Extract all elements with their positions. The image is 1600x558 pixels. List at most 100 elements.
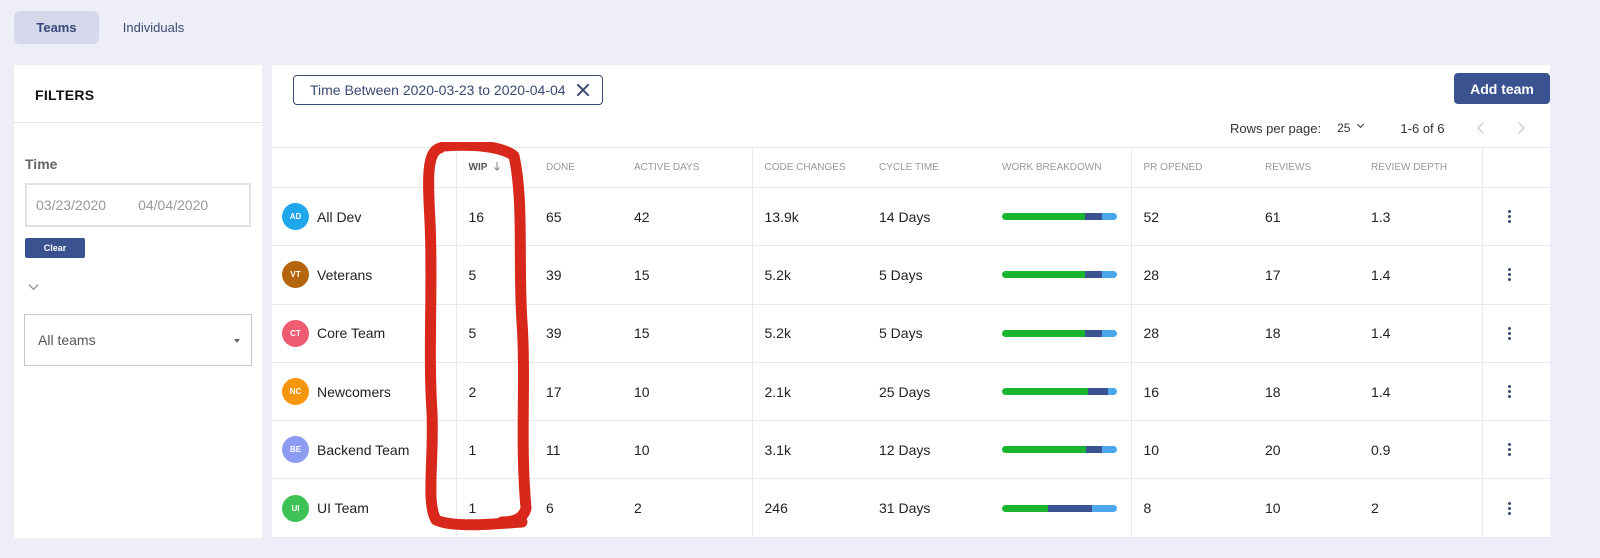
more-vert-icon[interactable] (1507, 326, 1511, 341)
breakdown-segment (1002, 271, 1085, 279)
code-changes-value: 2.1k (751, 362, 867, 422)
active-days-value: 15 (622, 304, 752, 363)
avatar: VT (282, 261, 309, 289)
close-icon[interactable] (576, 83, 590, 97)
col-done[interactable]: DONE (534, 147, 622, 188)
reviews-value: 18 (1253, 304, 1359, 363)
done-value: 6 (534, 478, 622, 538)
reviews-value: 18 (1253, 362, 1359, 422)
row-actions (1481, 245, 1550, 305)
breakdown-segment (1002, 446, 1086, 454)
breakdown-segment (1102, 271, 1117, 279)
code-changes-value: 13.9k (751, 187, 867, 247)
breakdown-segment (1048, 504, 1092, 512)
row-actions (1481, 420, 1550, 480)
work-breakdown-bar (990, 187, 1131, 247)
team-name[interactable]: Veterans (317, 266, 373, 283)
col-work-breakdown[interactable]: WORK BREAKDOWN (990, 147, 1131, 188)
col-code-changes[interactable]: CODE CHANGES (751, 147, 867, 188)
review-depth-value: 0.9 (1359, 420, 1482, 480)
more-vert-icon[interactable] (1507, 442, 1511, 457)
reviews-value: 20 (1253, 420, 1359, 480)
avatar: BE (282, 436, 309, 464)
col-wip[interactable]: WIP (455, 147, 534, 188)
table-row[interactable]: BE Backend Team 1 11 10 3.1k 12 Days 10 … (272, 420, 1550, 480)
team-cell[interactable]: CT Core Team (272, 304, 456, 363)
table-row[interactable]: AD All Dev 16 65 42 13.9k 14 Days 52 61 … (272, 187, 1550, 247)
more-vert-icon[interactable] (1507, 209, 1511, 224)
chip-label: Time Between 2020-03-23 to 2020-04-04 (310, 82, 566, 98)
cycle-time-value: 12 Days (867, 420, 990, 480)
code-changes-value: 5.2k (751, 304, 867, 363)
more-vert-icon[interactable] (1507, 501, 1511, 516)
tab-teams[interactable]: Teams (14, 11, 99, 44)
active-days-value: 10 (622, 420, 752, 480)
cycle-time-value: 14 Days (867, 187, 990, 247)
tab-individuals[interactable]: Individuals (122, 20, 185, 35)
work-breakdown-bar (990, 245, 1131, 305)
filters-title: FILTERS (14, 65, 262, 123)
reviews-value: 17 (1253, 245, 1359, 305)
table-row[interactable]: CT Core Team 5 39 15 5.2k 5 Days 28 18 1… (272, 304, 1550, 363)
time-filter-label: Time (25, 156, 58, 172)
active-days-value: 2 (622, 478, 752, 538)
cycle-time-value: 25 Days (867, 362, 990, 422)
pagination: Rows per page: 25 1-6 of 6 (1230, 120, 1525, 136)
clear-button[interactable]: Clear (25, 238, 85, 258)
more-vert-icon[interactable] (1507, 384, 1511, 399)
team-name[interactable]: Backend Team (317, 441, 410, 458)
chevron-down-icon[interactable] (28, 281, 39, 292)
done-value: 39 (534, 304, 622, 363)
team-name[interactable]: All Dev (317, 208, 362, 225)
pr-opened-value: 28 (1130, 304, 1253, 363)
chevron-right-icon[interactable] (1512, 122, 1525, 134)
arrow-down-icon[interactable] (493, 161, 501, 171)
team-select[interactable]: All teams (24, 314, 252, 366)
team-name[interactable]: Core Team (317, 325, 386, 342)
table-row[interactable]: UI UI Team 1 6 2 246 31 Days 8 10 2 (272, 478, 1550, 538)
team-name[interactable]: UI Team (317, 500, 369, 517)
caret-down-icon (234, 339, 240, 343)
pagination-range: 1-6 of 6 (1400, 120, 1445, 136)
view-tabs: Teams Individuals (14, 11, 196, 44)
team-cell[interactable]: AD All Dev (272, 187, 456, 247)
table-row[interactable]: VT Veterans 5 39 15 5.2k 5 Days 28 17 1.… (272, 245, 1550, 305)
more-vert-icon[interactable] (1507, 267, 1511, 282)
active-days-value: 42 (622, 187, 752, 247)
team-cell[interactable]: BE Backend Team (272, 420, 456, 480)
col-cycle-time[interactable]: CYCLE TIME (867, 147, 990, 188)
date-to[interactable]: 04/04/2020 (138, 197, 209, 213)
work-breakdown-bar (990, 420, 1131, 480)
code-changes-value: 246 (751, 478, 867, 538)
pr-opened-value: 16 (1130, 362, 1253, 422)
col-active-days[interactable]: ACTIVE DAYS (622, 147, 752, 188)
col-team (272, 147, 456, 188)
team-cell[interactable]: UI UI Team (272, 478, 456, 538)
review-depth-value: 1.4 (1359, 245, 1482, 305)
col-reviews[interactable]: REVIEWS (1253, 147, 1359, 188)
team-cell[interactable]: VT Veterans (272, 245, 456, 305)
breakdown-segment (1102, 213, 1117, 221)
table-row[interactable]: NC Newcomers 2 17 10 2.1k 25 Days 16 18 … (272, 362, 1550, 422)
date-from[interactable]: 03/23/2020 (36, 197, 107, 213)
avatar: UI (282, 494, 309, 522)
filters-sidebar: FILTERS Time 03/23/2020 04/04/2020 Clear… (14, 65, 262, 538)
date-range-input[interactable]: 03/23/2020 04/04/2020 (25, 183, 251, 227)
rows-per-page-select[interactable]: 25 (1337, 121, 1364, 135)
code-changes-value: 5.2k (751, 245, 867, 305)
breakdown-segment (1091, 504, 1117, 512)
add-team-button[interactable]: Add team (1454, 73, 1550, 104)
breakdown-segment (1088, 388, 1108, 396)
col-pr-opened[interactable]: PR OPENED (1130, 147, 1253, 188)
row-actions (1481, 304, 1550, 363)
col-review-depth[interactable]: REVIEW DEPTH (1359, 147, 1482, 188)
work-breakdown-bar (990, 304, 1131, 363)
team-name[interactable]: Newcomers (317, 383, 391, 400)
chevron-left-icon[interactable] (1476, 122, 1489, 134)
team-cell[interactable]: NC Newcomers (272, 362, 456, 422)
pr-opened-value: 10 (1130, 420, 1253, 480)
teams-table: WIP DONE ACTIVE DAYS CODE CHANGES CYCLE … (272, 147, 1550, 538)
done-value: 39 (534, 245, 622, 305)
teams-panel: Time Between 2020-03-23 to 2020-04-04 Ad… (272, 65, 1550, 538)
time-filter-chip[interactable]: Time Between 2020-03-23 to 2020-04-04 (293, 75, 603, 105)
